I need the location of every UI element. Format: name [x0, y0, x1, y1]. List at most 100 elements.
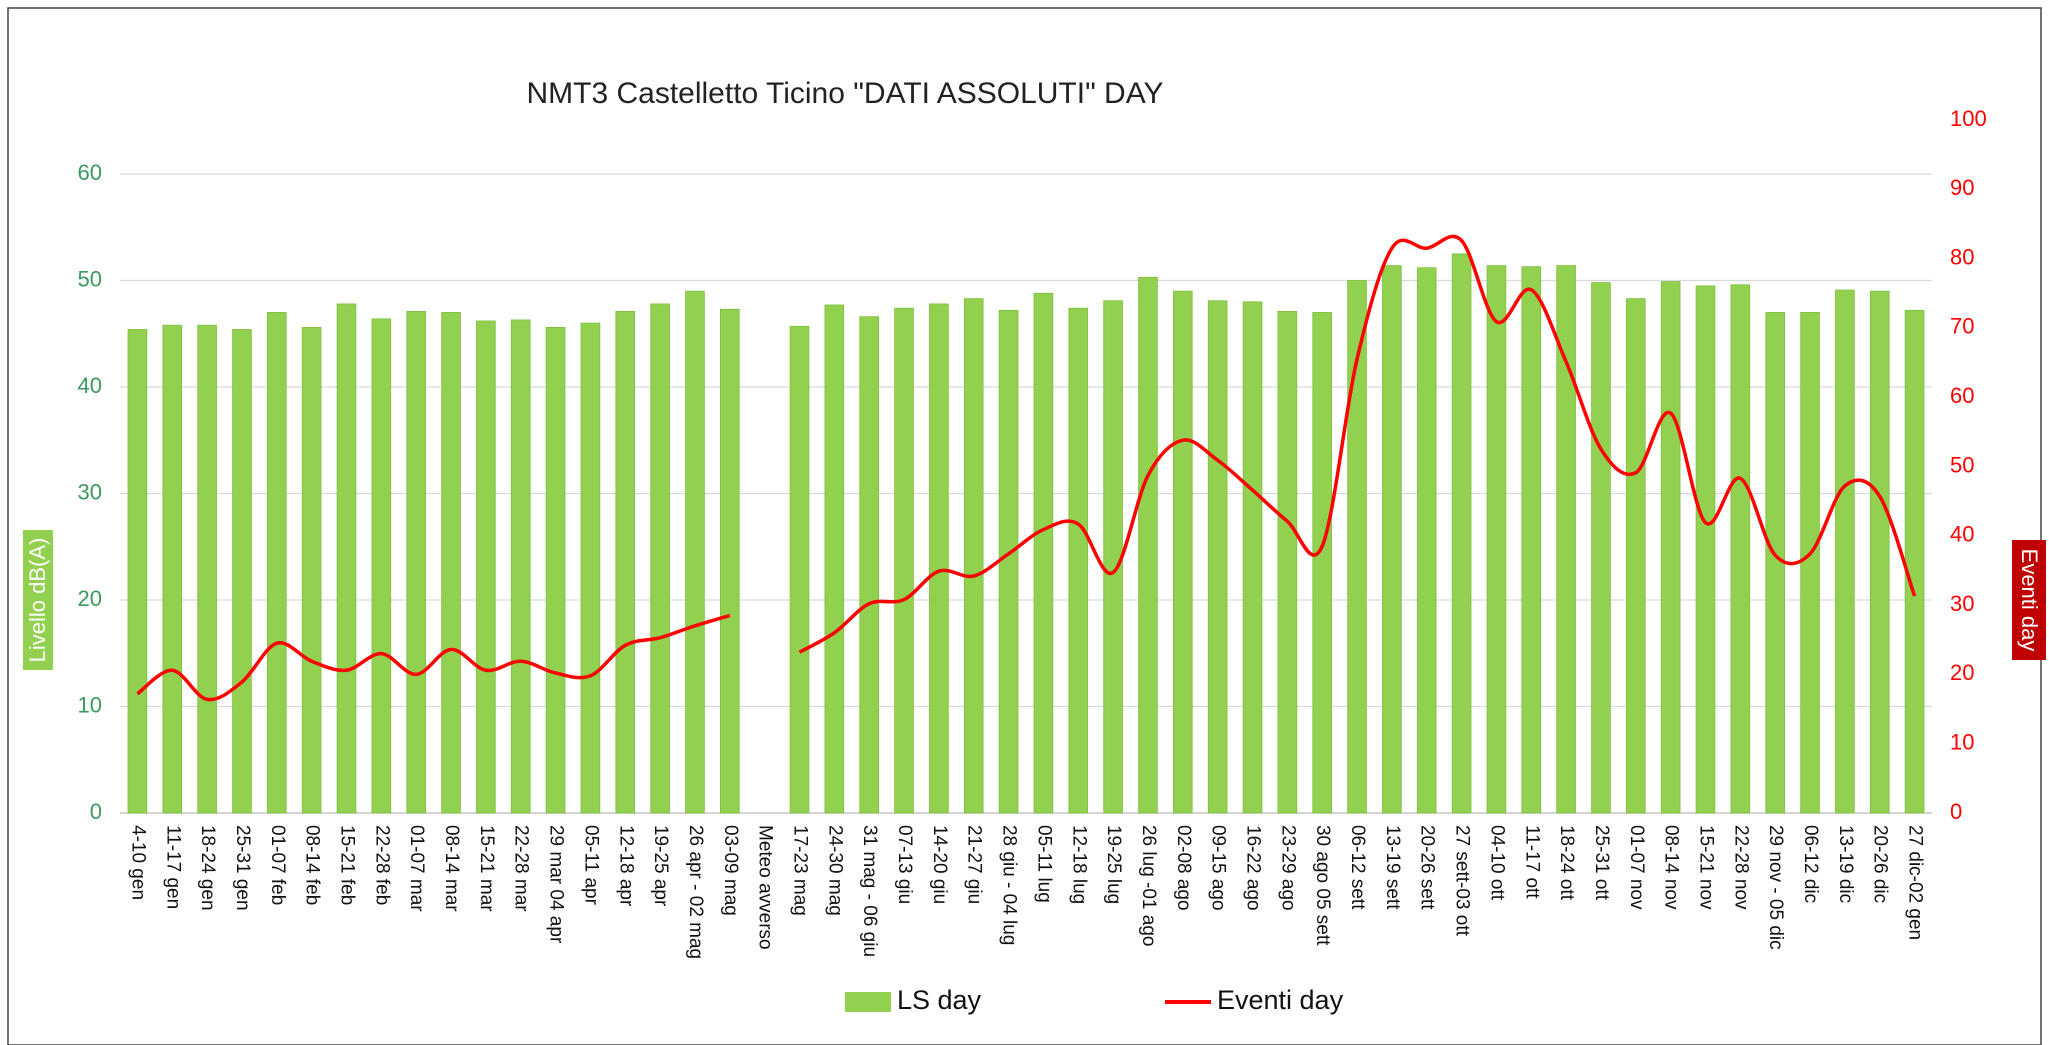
x-tick-label: 01-07 mar [406, 825, 427, 912]
bar [197, 324, 217, 814]
x-tick-label: 26 lug -01 ago [1138, 825, 1159, 947]
bar [476, 320, 496, 814]
bar [162, 324, 183, 814]
bar [371, 318, 392, 814]
bar [1730, 284, 1751, 814]
x-tick-label: 01-07 nov [1626, 825, 1647, 910]
x-tick-label: 20-26 dic [1870, 825, 1891, 903]
y-tick-label: 20 [78, 586, 102, 611]
bar [336, 303, 357, 814]
bar [894, 307, 914, 814]
bar [1625, 298, 1646, 814]
legend-swatch [845, 992, 891, 1012]
y2-tick-label: 50 [1950, 452, 1974, 477]
y2-axis-title: Eventi day [2012, 540, 2046, 660]
x-tick-label: 22-28 feb [371, 825, 392, 905]
x-tick-label: 26 apr - 02 mag [685, 825, 706, 959]
x-tick-label: 18-24 gen [197, 825, 218, 911]
x-tick-label: 08-14 mar [441, 825, 462, 912]
y-tick-label: 60 [78, 160, 102, 185]
bar [1591, 282, 1611, 814]
bar [1486, 265, 1507, 814]
bar [998, 309, 1019, 814]
bar [580, 322, 601, 814]
x-tick-label: 24-30 mag [824, 825, 845, 916]
x-tick-label: 4-10 gen [127, 825, 148, 900]
bar [510, 319, 531, 814]
y2-tick-label: 90 [1950, 175, 1974, 200]
x-tick-label: Meteo avverso [755, 825, 776, 950]
y2-tick-label: 100 [1950, 106, 1987, 131]
bar [1451, 253, 1472, 814]
x-tick-label: 19-25 apr [650, 825, 671, 907]
bar [441, 312, 461, 814]
x-tick-label: 06-12 dic [1800, 825, 1821, 903]
x-tick-label: 13-19 sett [1382, 825, 1403, 910]
bar [1207, 300, 1228, 814]
x-tick-label: 31 mag - 06 giu [859, 825, 880, 957]
x-tick-label: 27 sett-03 ott [1452, 825, 1473, 937]
bar [1138, 276, 1158, 814]
x-tick-label: 27 dic-02 gen [1905, 825, 1926, 940]
chart-title: NMT3 Castelletto Ticino "DATI ASSOLUTI" … [526, 77, 1163, 110]
bar [859, 316, 880, 814]
bar [1033, 292, 1054, 814]
legend-label: LS day [897, 985, 982, 1015]
x-tick-label: 13-19 dic [1835, 825, 1856, 903]
x-tick-label: 11-17 gen [162, 825, 183, 909]
bar [824, 304, 845, 814]
bar [1660, 281, 1681, 814]
y-axis-title: Livello dB(A) [23, 530, 53, 670]
x-tick-label: 09-15 ago [1208, 825, 1229, 911]
y2-tick-label: 20 [1950, 660, 1974, 685]
x-tick-label: 01-07 feb [267, 825, 288, 905]
bar [650, 303, 670, 814]
x-tick-label: 22-28 mar [511, 825, 532, 912]
bar [545, 326, 566, 814]
x-tick-label: 07-13 giu [894, 825, 915, 904]
x-tick-label: 19-25 lug [1103, 825, 1124, 904]
bar [232, 329, 252, 814]
x-tick-label: 08-14 feb [302, 825, 323, 905]
y-axis-title-box [23, 530, 53, 670]
x-tick-label: 20-26 sett [1417, 825, 1438, 910]
bar [1695, 285, 1716, 814]
x-tick-label: 05-11 lug [1033, 825, 1054, 903]
line-series [798, 234, 1917, 654]
x-tick-label: 02-08 ago [1173, 825, 1194, 911]
x-tick-label: 29 nov - 05 dic [1765, 825, 1786, 950]
x-tick-label: 16-22 ago [1242, 825, 1263, 911]
bar [1835, 289, 1855, 814]
x-tick-label: 04-10 ott [1486, 825, 1507, 901]
x-tick-label: 30 ago 05 sett [1312, 825, 1333, 946]
legend-label: Eventi day [1217, 985, 1344, 1015]
bar [127, 329, 148, 814]
bar [615, 310, 636, 814]
bar [1347, 280, 1367, 814]
y2-tick-label: 70 [1950, 314, 1974, 339]
bar [1277, 310, 1298, 814]
x-tick-label: 05-11 apr [580, 825, 601, 906]
bar [719, 308, 740, 814]
bar [789, 325, 810, 814]
x-tick-label: 21-27 giu [964, 825, 985, 904]
y2-tick-label: 10 [1950, 730, 1974, 755]
bar [1904, 309, 1925, 814]
x-tick-label: 12-18 apr [615, 825, 636, 907]
y-axis-title-text: Livello dB(A) [25, 538, 50, 663]
y2-tick-label: 40 [1950, 522, 1974, 547]
y2-axis-title-box [2012, 540, 2046, 660]
bar [1103, 300, 1123, 814]
y2-tick-label: 60 [1950, 383, 1974, 408]
bar [266, 312, 287, 814]
y2-tick-label: 0 [1950, 799, 1962, 824]
y2-axis-title-text: Eventi day [2017, 549, 2042, 652]
y-tick-label: 30 [78, 479, 102, 504]
x-tick-label: 06-12 sett [1347, 825, 1368, 910]
bar [1068, 307, 1089, 814]
x-tick-label: 15-21 nov [1695, 825, 1716, 910]
y2-tick-label: 30 [1950, 591, 1974, 616]
y-tick-label: 50 [78, 266, 102, 291]
bar [301, 326, 322, 814]
y-tick-label: 10 [78, 692, 102, 717]
